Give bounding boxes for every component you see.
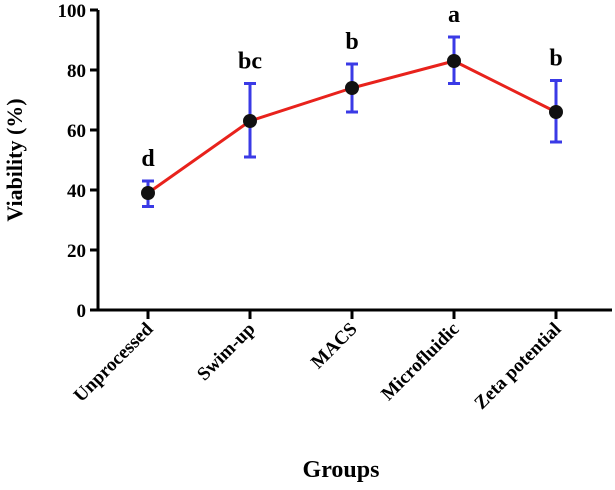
significance-label: b: [549, 46, 562, 72]
significance-label: d: [141, 146, 155, 172]
y-tick-label: 40: [67, 181, 86, 202]
y-tick-label: 80: [67, 61, 86, 82]
significance-label: b: [345, 29, 358, 55]
y-tick-label: 60: [67, 121, 86, 142]
plot-area: d bc b a b: [141, 2, 563, 208]
y-tick-label: 0: [77, 301, 87, 322]
data-point: [243, 114, 257, 128]
y-ticks: 0 20 40 60 80 100: [58, 1, 98, 322]
x-axis-title: Groups: [303, 457, 380, 483]
data-point: [141, 186, 155, 200]
x-tick-label: Zeta potential: [470, 319, 565, 414]
x-tick-label: Microfluidic: [377, 319, 463, 405]
data-point: [345, 81, 359, 95]
significance-label: a: [448, 2, 460, 28]
x-tick-label: Swim-up: [193, 319, 259, 385]
data-point: [447, 54, 461, 68]
x-tick-label: Unprocessed: [70, 318, 158, 406]
x-ticks: Unprocessed Swim-up MACS Microfluidic Zeta p…: [70, 310, 566, 414]
y-axis-title: Viability (%): [2, 98, 27, 221]
x-axis: Unprocessed Swim-up MACS Microfluidic Zeta p…: [70, 308, 612, 414]
y-axis: 0 20 40 60 80 100: [58, 1, 100, 322]
significance-label: bc: [238, 49, 262, 75]
x-tick-label: MACS: [307, 319, 361, 373]
y-tick-label: 20: [67, 241, 86, 262]
data-point: [549, 105, 563, 119]
y-tick-label: 100: [58, 1, 87, 22]
